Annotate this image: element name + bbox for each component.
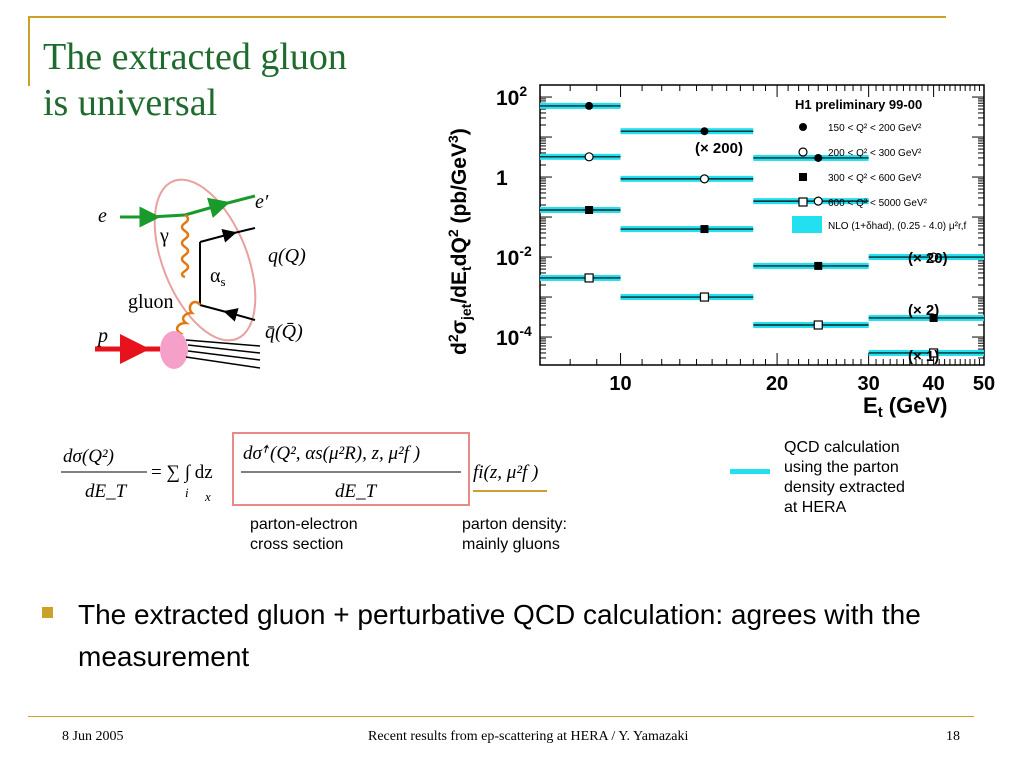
marker-filled-circle	[585, 101, 594, 110]
legend-entry: 300 < Q² < 600 GeV²	[828, 173, 922, 184]
marker-filled-circle	[799, 123, 807, 131]
scale-label: (× 200)	[695, 140, 743, 157]
frame-top-line	[28, 16, 946, 18]
x-tick-label: 10	[609, 373, 631, 395]
cross-section-formula: dσ(Q²) dE_T = ∑ ∫ dz i x dσ̂ⁱ (Q², αs(μ²…	[61, 432, 547, 506]
formula-pdf: fi(z, μ²f )	[473, 462, 538, 483]
label-gamma: γ	[159, 225, 169, 247]
formula-lhs-den: dE_T	[85, 481, 128, 502]
label-p: p	[96, 325, 108, 347]
x-tick-label: 40	[922, 373, 944, 395]
marker-open-square	[798, 197, 808, 207]
y-tick-label: 102	[496, 83, 527, 110]
axis-ticks	[539, 84, 985, 366]
y-tick-labels: 102 1 10-2 10-4	[496, 83, 532, 350]
bullet-text: The extracted gluon + perturbative QCD c…	[78, 599, 921, 672]
marker-filled-square	[799, 173, 807, 181]
scale-label: (× 2)	[908, 302, 939, 319]
remnant-line-2	[187, 344, 261, 354]
footer-date: 8 Jun 2005	[62, 729, 124, 744]
label-qbar: q̄(Q̄)	[265, 321, 303, 343]
title-line-1: The extracted gluon	[43, 36, 347, 78]
slide-title: The extracted gluon is universal	[43, 34, 347, 126]
formula-box-num: dσ̂ⁱ (Q², αs(μ²R), z, μ²f )	[243, 443, 420, 464]
scale-label: (× 20)	[908, 250, 948, 267]
formula-lhs-num: dσ(Q²)	[63, 446, 114, 467]
remnant-line-1	[185, 339, 261, 347]
interaction-ellipse	[153, 178, 257, 342]
x-axis-label: Et (GeV)	[863, 393, 947, 420]
bullet-square-icon	[42, 607, 53, 618]
chart-legend: H1 preliminary 99-00 150 < Q² < 200 GeV²…	[792, 97, 967, 233]
label-cross-section: parton-electron cross section	[250, 516, 358, 553]
label-e: e	[98, 205, 107, 227]
formula-sum-int: = ∑ ∫ dz	[151, 462, 213, 484]
scale-label: (× 1)	[908, 348, 939, 365]
antiquark-line-2	[199, 304, 231, 314]
marker-open-square	[813, 320, 823, 330]
marker-open-square	[584, 273, 594, 283]
data-points	[540, 101, 984, 358]
remnant-line-3	[187, 350, 261, 361]
marker-open-circle	[798, 147, 808, 157]
feynman-diagram: e e′ γ αs q(Q) gluon q̄(Q̄) p	[95, 178, 306, 369]
quark-line-2	[229, 227, 256, 235]
electron-in-line-2	[149, 213, 186, 219]
marker-open-circle	[929, 252, 939, 262]
marker-filled-square	[814, 261, 823, 270]
legend-band-swatch	[792, 216, 822, 233]
marker-open-square	[929, 348, 939, 358]
x-tick-labels: 10 20 30 40 50	[609, 373, 995, 395]
marker-open-square	[699, 292, 710, 302]
quark-line	[199, 229, 237, 243]
remnant-line-4	[185, 356, 261, 369]
y-tick-label: 10-2	[496, 243, 532, 270]
formula-box-den: dE_T	[335, 481, 378, 502]
x-tick-label: 30	[858, 373, 880, 395]
x-tick-label: 20	[766, 373, 788, 395]
chart-title: H1 preliminary 99-00	[795, 97, 922, 112]
legend-entry: 150 < Q² < 200 GeV²	[828, 123, 922, 134]
y-axis-label: d2σjet/dEtdQ2 (pb/GeV3)	[445, 128, 474, 355]
label-gluon: gluon	[128, 291, 174, 313]
formula-sum-index: i	[185, 485, 189, 500]
proton-blob	[160, 331, 188, 369]
y-tick-label: 1	[496, 167, 508, 190]
electron-out-line-2	[219, 194, 256, 207]
formula-box	[232, 432, 470, 506]
y-tick-label: 10-4	[496, 323, 532, 350]
frame-bottom-line	[28, 716, 974, 717]
x-tick-label: 50	[973, 373, 995, 395]
legend-entry: 200 < Q² < 300 GeV²	[828, 148, 922, 159]
label-q: q(Q)	[268, 245, 306, 267]
electron-out-line	[184, 197, 231, 218]
title-line-2: is universal	[43, 82, 218, 124]
marker-open-circle	[813, 196, 823, 206]
marker-open-circle	[699, 174, 710, 184]
marker-filled-square	[929, 313, 938, 322]
label-e-prime: e′	[255, 191, 269, 213]
antiquark-line	[223, 308, 256, 322]
photon-line	[180, 213, 190, 279]
marker-filled-square	[700, 225, 709, 234]
frame-left-line	[28, 16, 30, 86]
marker-filled-circle	[700, 127, 709, 136]
marker-filled-square	[585, 205, 594, 214]
legend-entry: 600 < Q² < 5000 GeV²	[828, 198, 928, 209]
formula-int-index: x	[204, 489, 211, 504]
marker-filled-circle	[814, 153, 823, 162]
legend-entry-nlo: NLO (1+δhad), (0.25 - 4.0) μ²r,f	[828, 221, 967, 232]
marker-open-circle	[584, 152, 594, 162]
qcd-legend-line	[730, 469, 770, 474]
footer-center: Recent results from ep-scattering at HER…	[368, 729, 689, 744]
scale-labels: (× 200) (× 20) (× 2) (× 1)	[695, 140, 948, 365]
label-alpha: αs	[210, 265, 226, 289]
label-parton-density: parton density: mainly gluons	[462, 516, 567, 553]
qcd-note: QCD calculation using the parton density…	[784, 439, 905, 516]
footer-page: 18	[946, 729, 960, 744]
